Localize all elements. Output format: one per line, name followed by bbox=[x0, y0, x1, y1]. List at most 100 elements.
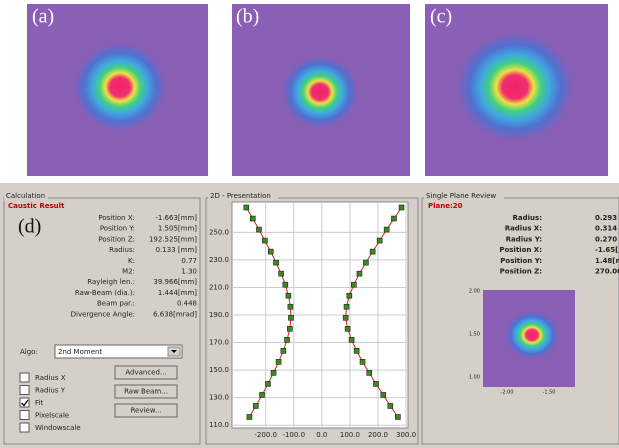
row-value: 1.30 bbox=[181, 268, 197, 276]
row-label: Position X: bbox=[499, 246, 542, 254]
data-point bbox=[391, 216, 396, 221]
y-tick-label: 170.0 bbox=[209, 339, 229, 347]
data-point bbox=[281, 348, 286, 353]
row-label: K: bbox=[128, 257, 135, 265]
beam-images: (a) (b) (c) bbox=[27, 4, 608, 176]
x-tick-label: 100.0 bbox=[340, 431, 360, 439]
data-point bbox=[274, 260, 279, 265]
data-point bbox=[354, 348, 359, 353]
button-label: Advanced... bbox=[125, 369, 166, 377]
checkbox[interactable] bbox=[20, 423, 29, 432]
panel-label: (a) bbox=[32, 6, 54, 28]
row-label: Raw-Beam (dia.): bbox=[75, 289, 135, 297]
data-point bbox=[279, 271, 284, 276]
row-label: Position Y: bbox=[100, 225, 135, 233]
checkbox-label: Windowscale bbox=[35, 424, 81, 432]
row-label: Position Y: bbox=[500, 257, 542, 265]
data-point bbox=[288, 315, 293, 320]
data-point bbox=[374, 381, 379, 386]
data-point bbox=[286, 293, 291, 298]
group-title: Single Plane Review bbox=[426, 192, 496, 200]
x-tick-label: -2.00 bbox=[501, 390, 514, 396]
x-tick-label: -1.50 bbox=[543, 390, 556, 396]
group-subtitle: Caustic Result bbox=[8, 202, 65, 210]
row-label: M2: bbox=[122, 268, 135, 276]
row-value: 1.444[mm] bbox=[158, 289, 197, 297]
row-label: Position Z: bbox=[500, 268, 543, 276]
data-point bbox=[370, 249, 375, 254]
row-label: Radius: bbox=[513, 214, 543, 222]
row-value: -1.663[mm] bbox=[155, 214, 197, 222]
data-point bbox=[265, 381, 270, 386]
panel-label: (d) bbox=[18, 216, 41, 238]
data-point bbox=[351, 282, 356, 287]
checkbox[interactable] bbox=[20, 411, 29, 420]
data-point bbox=[345, 326, 350, 331]
group-subtitle: Plane:20 bbox=[428, 202, 463, 210]
group-title: 2D - Presentation bbox=[210, 192, 271, 200]
group-title: Calculation bbox=[6, 192, 45, 200]
data-point bbox=[384, 227, 389, 232]
data-point bbox=[367, 370, 372, 375]
data-point bbox=[360, 359, 365, 364]
data-point bbox=[283, 282, 288, 287]
data-point bbox=[262, 238, 267, 243]
data-point bbox=[253, 403, 258, 408]
data-point bbox=[256, 227, 261, 232]
y-tick-label: 250.0 bbox=[209, 228, 229, 236]
row-label: Position Z: bbox=[98, 235, 135, 243]
row-value: 39.966[mm] bbox=[153, 278, 197, 286]
data-point bbox=[343, 315, 348, 320]
row-value: 270.00[mm] bbox=[595, 268, 619, 276]
data-point bbox=[395, 414, 400, 419]
y-tick-label: 110.0 bbox=[209, 421, 229, 429]
data-point bbox=[399, 205, 404, 210]
button-label: Raw Beam... bbox=[124, 388, 168, 396]
row-value: 0.314 [mm] bbox=[595, 225, 619, 233]
y-tick-label: 130.0 bbox=[209, 394, 229, 402]
data-point bbox=[288, 304, 293, 309]
data-point bbox=[377, 238, 382, 243]
label: Algo: bbox=[20, 348, 38, 356]
y-tick-label: 230.0 bbox=[209, 256, 229, 264]
x-tick-label: 0.0 bbox=[316, 431, 327, 439]
data-point bbox=[349, 337, 354, 342]
dropdown-value: 2nd Moment bbox=[58, 348, 102, 356]
row-value: 0.293 [mm] bbox=[595, 214, 619, 222]
y-tick-label: 190.0 bbox=[209, 311, 229, 319]
row-label: Radius: bbox=[109, 246, 135, 254]
data-point bbox=[363, 260, 368, 265]
data-point bbox=[285, 337, 290, 342]
y-tick-label: 210.0 bbox=[209, 283, 229, 291]
data-point bbox=[268, 249, 273, 254]
row-value: 0.270 [mm] bbox=[595, 235, 619, 243]
spot bbox=[282, 56, 358, 128]
panel-label: (b) bbox=[236, 6, 259, 28]
y-tick-label: 150.0 bbox=[209, 366, 229, 374]
checkbox-label: Radius X bbox=[35, 374, 66, 382]
row-value: 1.505[mm] bbox=[158, 225, 197, 233]
row-value: 1.48[mm] bbox=[595, 257, 619, 265]
x-tick-label: -100.0 bbox=[282, 431, 305, 439]
checkbox-label: Pixelscale bbox=[35, 412, 69, 420]
y-tick-label: 1.00 bbox=[469, 375, 480, 381]
row-label: Rayleigh len.: bbox=[87, 278, 135, 286]
checkbox-label: Fit bbox=[35, 399, 43, 407]
row-value: 0.448 bbox=[177, 300, 197, 308]
checkbox-label: Radius Y bbox=[35, 387, 66, 395]
x-tick-label: 200.0 bbox=[368, 431, 388, 439]
spot bbox=[74, 43, 166, 131]
data-point bbox=[347, 293, 352, 298]
y-tick-label: 2.00 bbox=[469, 289, 480, 295]
screen: (a) (b) (c) Calculation Caustic Result (… bbox=[0, 0, 619, 448]
checkbox[interactable] bbox=[20, 373, 29, 382]
row-value: -1.65[mm] bbox=[595, 246, 619, 254]
data-point bbox=[244, 205, 249, 210]
data-point bbox=[276, 359, 281, 364]
spot bbox=[457, 33, 573, 141]
row-value: 0.133 [mm] bbox=[156, 246, 198, 254]
button-label: Review... bbox=[130, 407, 161, 415]
data-point bbox=[344, 304, 349, 309]
data-point bbox=[381, 392, 386, 397]
checkbox[interactable] bbox=[20, 386, 29, 395]
